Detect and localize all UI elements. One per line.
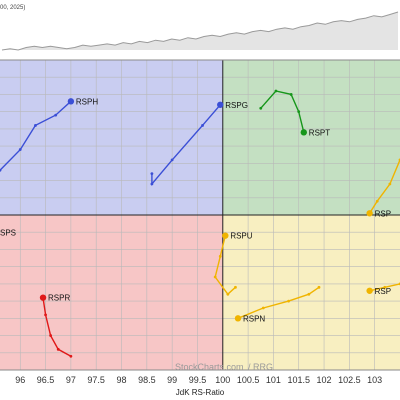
series-label-rspr: RSPR [48, 294, 70, 303]
tail-point-rspt [274, 89, 278, 93]
tail-head-rsph [67, 98, 75, 105]
x-tick-label: 96.5 [37, 375, 55, 385]
x-tick-label: 96 [15, 375, 25, 385]
x-tick-label: 98 [117, 375, 127, 385]
x-tick-label: 99 [167, 375, 177, 385]
tail-head-rspn [234, 315, 242, 322]
series-label-rspg: RSPG [225, 101, 248, 110]
tail-point-rsps [375, 199, 379, 203]
x-axis-title: JdK RS-Ratio [176, 388, 225, 397]
quadrant-improving [0, 60, 223, 215]
x-tick-label: 97.5 [87, 375, 105, 385]
series-labels: RSPH RSPG RSPT RSPR RSPU RSPN RSP RSP SPS [0, 97, 391, 323]
strip-area [2, 12, 398, 50]
strip-line [1, 11, 399, 51]
tail-rspn [234, 285, 321, 322]
tail-point-rsph [0, 168, 2, 172]
series-label-rspc: RSP [375, 287, 391, 296]
x-tick-label: 97 [66, 375, 76, 385]
strip-date-label: 00, 2025) [0, 5, 25, 11]
quadrant-leading [222, 60, 400, 215]
tail-rspt [259, 89, 307, 136]
tail-point-rspg [150, 172, 154, 176]
tail-point-rspu [234, 285, 237, 289]
series-label-rspn: RSPN [243, 314, 265, 323]
tail-point-rspt [289, 93, 293, 96]
tail-point-rsph [18, 148, 22, 151]
x-tick-label: 103 [367, 375, 382, 385]
tail-rspg [150, 101, 224, 186]
tail-point-rspn [317, 285, 321, 289]
tail-point-rspr [69, 354, 73, 358]
series-label-left-edge: SPS [0, 229, 16, 238]
tail-point-rspg [170, 158, 174, 162]
tail-point-rspt [259, 106, 263, 110]
series-label-rsph: RSPH [76, 97, 98, 106]
quadrant-lagging [0, 215, 223, 370]
tail-line-rsps [369, 159, 400, 214]
tail-point-rspc [383, 285, 387, 289]
tail-rspr [39, 294, 73, 358]
tail-point-rspr [49, 334, 53, 337]
series-label-rspt: RSPT [309, 128, 330, 137]
x-axis-ticks: 96 96.5 97 97.5 98 98.5 99 99.5 100 100.5 101 101.5… [15, 375, 382, 385]
x-tick-label: 102 [317, 375, 332, 385]
x-tick-label: 98.5 [138, 375, 156, 385]
watermark: StockCharts.com / RRG [175, 362, 273, 372]
tail-point-rspn [307, 292, 311, 296]
tail-rsps [366, 158, 400, 217]
tail-point-rspr [56, 347, 60, 351]
watermark-product: / RRG [248, 362, 273, 372]
tail-point-rspg [150, 182, 154, 186]
rotation-tails [0, 89, 400, 358]
x-tick-label: 101.5 [287, 375, 310, 385]
watermark-brand: StockCharts.com [175, 362, 244, 372]
tail-point-rspg [201, 124, 204, 127]
tail-point-rspn [261, 306, 265, 310]
tail-point-rspu [218, 254, 222, 258]
tail-head-rspg [217, 101, 224, 108]
x-tick-label: 100 [215, 375, 230, 385]
tail-head-rsps [366, 210, 373, 217]
x-tick-label: 100.5 [237, 375, 260, 385]
x-tick-label: 102.5 [338, 375, 361, 385]
tail-point-rspr [44, 313, 47, 317]
tail-point-rsps [388, 182, 392, 186]
tail-point-rspu [213, 275, 217, 279]
tail-point-rsph [54, 113, 58, 117]
tail-rsph [0, 98, 75, 172]
tail-head-rspu [222, 232, 229, 239]
tail-rspu [213, 232, 237, 296]
tail-point-rsph [34, 124, 37, 127]
tail-head-rspc [366, 287, 373, 294]
tail-point-rspu [226, 292, 230, 296]
tail-point-rspt [297, 110, 301, 114]
x-tick-label: 99.5 [189, 375, 207, 385]
x-tick-label: 101 [266, 375, 281, 385]
tail-head-rspr [39, 294, 47, 301]
series-label-rspu: RSPU [230, 232, 252, 241]
tail-head-rspt [300, 129, 307, 136]
series-label-rsps: RSP [375, 209, 391, 218]
tail-point-rspn [287, 299, 291, 303]
